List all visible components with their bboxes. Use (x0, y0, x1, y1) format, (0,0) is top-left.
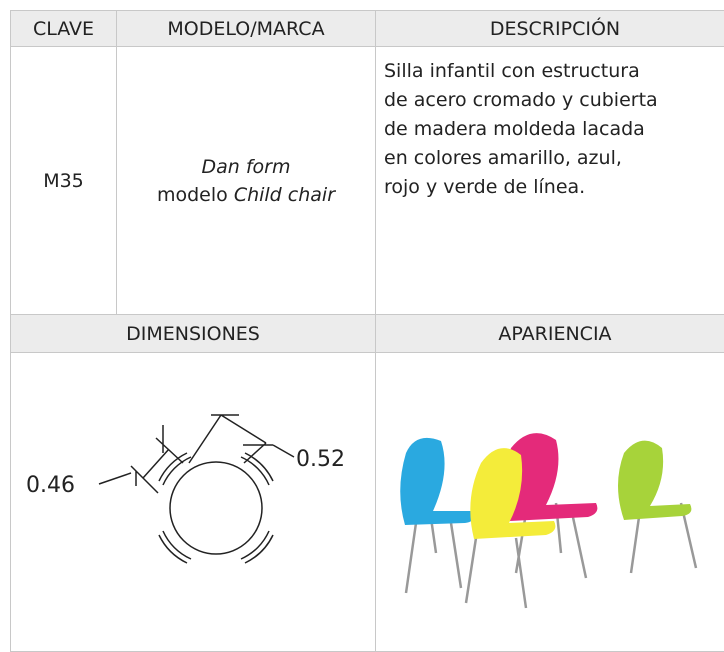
description-cell: Silla infantil con estructura de acero cr… (375, 46, 724, 315)
header-cell: DESCRIPCIÓN (375, 10, 724, 47)
page: CLAVE MODELO/MARCA DESCRIPCIÓN M35 Dan f… (10, 10, 724, 652)
header-cell: MODELO/MARCA (116, 10, 376, 47)
header-text: CLAVE (32, 17, 95, 40)
model-cell: Dan form modelo Child chair (116, 46, 376, 315)
section-header: APARIENCIA (375, 314, 724, 353)
clave-cell: M35 (10, 46, 117, 315)
clave: M35 (43, 169, 84, 192)
brand: Dan form (201, 155, 291, 178)
dimension-label: 0.46 (26, 473, 75, 498)
dimensions-cell: 0.46 0.52 (10, 352, 376, 652)
section-title: APARIENCIA (498, 322, 612, 345)
header-text: DESCRIPCIÓN (489, 17, 621, 40)
section-header: DIMENSIONES (10, 314, 376, 353)
description-line: en colores amarillo, azul, (384, 147, 622, 169)
description-line: de madera moldeda lacada (384, 118, 645, 140)
appearance-cell (375, 352, 724, 652)
header-text: MODELO/MARCA (167, 17, 325, 40)
dimension-label: 0.52 (296, 447, 345, 472)
header-cell: CLAVE (10, 10, 117, 47)
description-line: de acero cromado y cubierta (384, 89, 658, 111)
chair-photo (400, 433, 698, 609)
description-line: rojo y verde de línea. (384, 176, 586, 198)
dimension-drawing (98, 414, 295, 564)
model-name: Child chair (233, 183, 336, 206)
description-line: Silla infantil con estructura (384, 60, 640, 82)
model-line: modelo Child chair (157, 181, 335, 209)
section-title: DIMENSIONES (126, 322, 260, 345)
model-prefix: modelo (156, 183, 228, 206)
